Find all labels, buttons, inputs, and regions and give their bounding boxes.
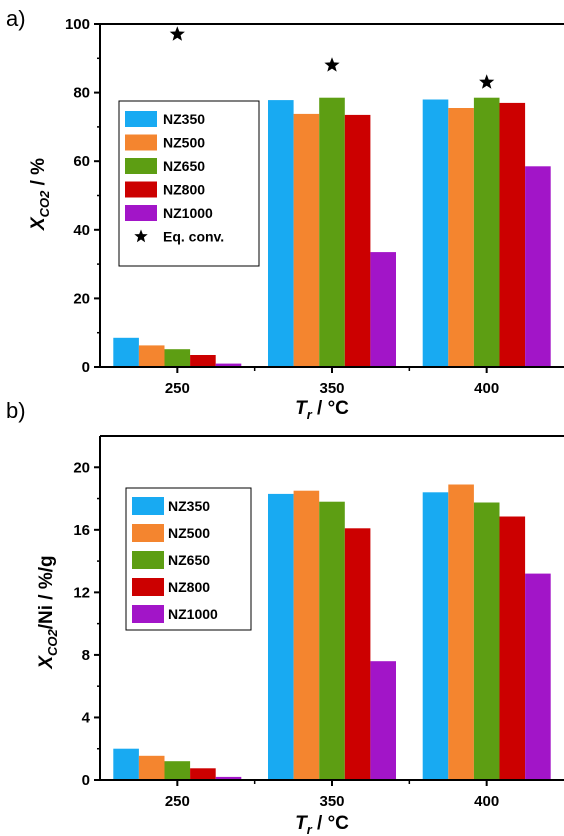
bar-nz1000-400 bbox=[525, 166, 551, 367]
legend-label: NZ1000 bbox=[168, 606, 218, 622]
legend-swatch-nz650 bbox=[125, 158, 157, 174]
x-tick-label: 250 bbox=[165, 793, 190, 810]
x-axis-title-main: T bbox=[295, 813, 308, 834]
legend-label: NZ350 bbox=[163, 111, 205, 127]
x-axis-title: Tr / °C bbox=[295, 398, 349, 422]
legend-swatch-nz500 bbox=[132, 524, 164, 542]
bar-nz1000-350 bbox=[370, 661, 396, 780]
legend-label: NZ650 bbox=[168, 552, 210, 568]
bar-nz500-350 bbox=[293, 113, 320, 368]
x-tick-label: 350 bbox=[319, 793, 344, 810]
bar-nz650-400 bbox=[473, 502, 500, 780]
bar-nz1000-250 bbox=[215, 776, 242, 780]
legend-star-marker bbox=[134, 229, 148, 243]
bar-nz500-400 bbox=[448, 484, 474, 780]
bar-nz350-250 bbox=[113, 337, 139, 367]
bar-nz500-400 bbox=[448, 108, 474, 367]
bar-nz650-250 bbox=[164, 349, 191, 367]
y-tick-label: 8 bbox=[82, 647, 90, 664]
legend-swatch-nz500 bbox=[125, 134, 157, 151]
panel-a-chart: a) 0 20 40 60 80 100 250 350 400 XCO2 / % Tr / °C NZ… bbox=[6, 6, 564, 422]
y-axis-title-unit: /Ni / %/g bbox=[36, 555, 57, 629]
y-axis-title-main: X bbox=[28, 216, 49, 231]
equilibrium-star-marker bbox=[324, 57, 340, 72]
panel-label: a) bbox=[6, 6, 26, 31]
legend-swatch-nz1000 bbox=[132, 605, 164, 623]
bar-nz1000-350 bbox=[370, 252, 396, 367]
y-axis-title: XCO2/Ni / %/g bbox=[36, 555, 60, 669]
bar-nz350-400 bbox=[422, 99, 449, 367]
equilibrium-star-marker bbox=[169, 26, 185, 41]
y-axis-title-main: X bbox=[36, 655, 57, 670]
y-tick-label: 80 bbox=[73, 85, 90, 102]
y-axis-title-subscript: CO2 bbox=[45, 628, 60, 656]
legend-swatch-nz800 bbox=[125, 181, 157, 198]
legend-swatch-nz650 bbox=[132, 551, 164, 569]
legend: NZ350 NZ500 NZ650 NZ800 NZ1000 bbox=[125, 487, 252, 631]
x-tick-label: 350 bbox=[319, 380, 344, 397]
legend-label: NZ500 bbox=[163, 135, 205, 151]
legend-label: NZ800 bbox=[163, 182, 205, 198]
bar-nz650-350 bbox=[319, 97, 345, 367]
bar-nz350-350 bbox=[268, 493, 294, 780]
y-tick-label: 20 bbox=[73, 459, 90, 476]
bar-nz350-350 bbox=[268, 100, 294, 367]
legend-swatch-nz800 bbox=[132, 578, 164, 596]
y-axis-title-unit: / % bbox=[28, 158, 49, 191]
y-axis-title: XCO2 / % bbox=[28, 158, 52, 231]
x-tick-label: 250 bbox=[165, 380, 190, 397]
y-tick-label: 40 bbox=[73, 222, 90, 239]
y-tick-label: 16 bbox=[73, 522, 90, 539]
bar-nz650-350 bbox=[319, 501, 345, 780]
legend-label: NZ500 bbox=[168, 525, 210, 541]
equilibrium-star-marker bbox=[479, 74, 495, 89]
y-tick-label: 60 bbox=[73, 153, 90, 170]
bar-nz650-400 bbox=[473, 97, 500, 367]
y-tick-label: 100 bbox=[65, 16, 90, 33]
bar-nz800-350 bbox=[344, 528, 371, 780]
legend-label: NZ350 bbox=[168, 498, 210, 514]
legend-label: NZ650 bbox=[163, 158, 205, 174]
bar-nz800-350 bbox=[344, 114, 371, 368]
bar-nz800-400 bbox=[499, 102, 526, 368]
bar-nz500-250 bbox=[138, 345, 165, 367]
bar-nz800-250 bbox=[190, 768, 216, 780]
y-axis-title-subscript: CO2 bbox=[37, 190, 52, 218]
y-tick-label: 20 bbox=[73, 290, 90, 307]
x-axis-title: Tr / °C bbox=[295, 813, 349, 836]
x-tick-label: 400 bbox=[474, 380, 499, 397]
bar-nz800-400 bbox=[499, 516, 526, 780]
bar-nz350-400 bbox=[422, 492, 449, 780]
legend: NZ350 NZ500 NZ650 NZ800 NZ1000 Eq. conv. bbox=[118, 100, 260, 267]
bar-nz500-350 bbox=[293, 490, 320, 780]
y-tick-label: 0 bbox=[82, 359, 90, 376]
x-tick-label: 400 bbox=[474, 793, 499, 810]
panel-b-chart: b) 0 4 8 12 16 20 250 350 400 XCO2/Ni / %/g Tr / °C… bbox=[6, 398, 564, 836]
x-axis-title-main: T bbox=[295, 398, 308, 419]
bar-nz500-250 bbox=[138, 755, 165, 780]
legend-label: Eq. conv. bbox=[163, 229, 224, 245]
y-tick-label: 0 bbox=[82, 772, 90, 789]
legend-swatch-nz350 bbox=[132, 497, 164, 515]
legend-swatch-nz1000 bbox=[125, 205, 157, 221]
panel-label: b) bbox=[6, 398, 26, 423]
x-axis-title-unit: / °C bbox=[312, 398, 349, 419]
x-axis-title-subscript: r bbox=[307, 822, 313, 836]
y-tick-label: 4 bbox=[82, 709, 91, 726]
bar-nz650-250 bbox=[164, 761, 191, 780]
legend-swatch-nz350 bbox=[125, 111, 157, 127]
bar-nz1000-250 bbox=[215, 363, 242, 367]
bar-nz350-250 bbox=[113, 748, 139, 780]
bar-nz1000-400 bbox=[525, 573, 551, 780]
y-tick-label: 12 bbox=[73, 584, 90, 601]
x-axis-title-unit: / °C bbox=[312, 813, 349, 834]
legend-label: NZ800 bbox=[168, 579, 210, 595]
bar-nz800-250 bbox=[190, 355, 216, 367]
legend-label: NZ1000 bbox=[163, 205, 213, 221]
x-axis-title-subscript: r bbox=[307, 407, 313, 422]
